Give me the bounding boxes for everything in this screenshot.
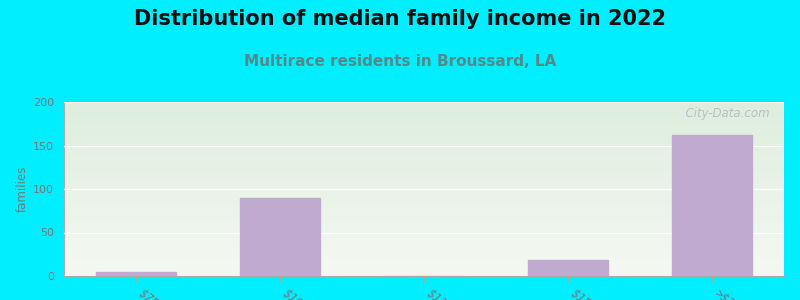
Text: Distribution of median family income in 2022: Distribution of median family income in … [134,9,666,29]
Bar [240,198,319,276]
Text: City-Data.com: City-Data.com [678,107,770,120]
Bar [97,272,176,276]
Bar [529,260,608,276]
Text: Multirace residents in Broussard, LA: Multirace residents in Broussard, LA [244,54,556,69]
Bar [672,135,752,276]
Y-axis label: families: families [16,166,29,212]
